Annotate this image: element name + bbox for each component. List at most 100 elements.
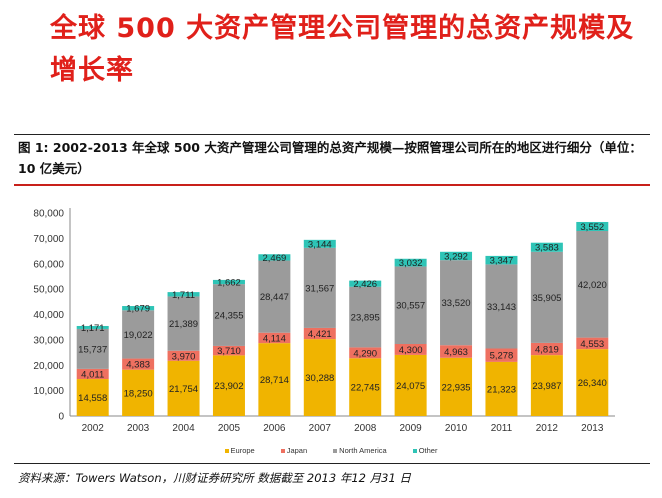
legend-item: Other <box>412 446 437 455</box>
stacked-bar-chart: 0 10,000 20,000 30,000 40,000 50,000 60,000 70,… <box>33 208 615 434</box>
bar-europe <box>440 357 473 416</box>
y-tick-label: 30,000 <box>33 335 64 346</box>
legend-label: Europe <box>230 446 255 455</box>
data-label: 22,745 <box>351 383 380 394</box>
x-tick-label: 2003 <box>127 423 150 434</box>
data-label: 4,421 <box>308 329 332 340</box>
bar-europe <box>212 355 245 416</box>
bar-japan <box>576 337 609 350</box>
data-label: 3,583 <box>535 243 559 254</box>
bar-other <box>394 258 427 267</box>
bar-europe <box>167 360 200 416</box>
bar-europe <box>530 355 563 416</box>
bar-japan <box>167 350 200 361</box>
data-label: 15,737 <box>78 344 107 355</box>
data-label: 4,300 <box>399 345 423 356</box>
data-label: 42,020 <box>578 280 607 291</box>
bar-japan <box>349 347 382 359</box>
data-label: 24,075 <box>396 381 425 392</box>
bar-north-america <box>258 260 291 333</box>
x-tick-label: 2010 <box>445 423 468 434</box>
data-label: 5,278 <box>490 351 514 362</box>
bar-other <box>122 306 155 311</box>
data-label: 33,143 <box>487 302 516 313</box>
data-label: 28,714 <box>260 375 289 386</box>
bar-europe <box>349 358 382 416</box>
x-tick-label: 2012 <box>536 423 559 434</box>
data-label: 2,469 <box>262 253 286 264</box>
data-label: 4,819 <box>535 345 559 356</box>
legend-label: North America <box>339 446 387 455</box>
data-label: 30,557 <box>396 301 425 312</box>
data-label: 1,662 <box>217 278 241 289</box>
x-tick-label: 2007 <box>309 423 332 434</box>
data-label: 3,710 <box>217 346 241 357</box>
data-label: 4,963 <box>444 347 468 358</box>
bar-japan <box>394 343 427 355</box>
y-tick-label: 70,000 <box>33 234 64 245</box>
legend-swatch <box>333 449 338 454</box>
bar-europe <box>258 343 291 416</box>
bar-other <box>530 242 563 252</box>
legend-swatch <box>412 449 417 454</box>
legend-swatch <box>224 449 229 454</box>
bar-japan <box>122 358 155 370</box>
data-label: 4,553 <box>580 339 604 350</box>
data-label: 33,520 <box>442 298 471 309</box>
legend-item: Japan <box>280 446 308 455</box>
bar-japan <box>485 348 518 362</box>
data-label: 1,171 <box>81 323 105 334</box>
bar-north-america <box>349 286 382 348</box>
legend-label: Japan <box>286 446 308 455</box>
data-label: 3,970 <box>172 351 196 362</box>
data-label: 3,032 <box>399 258 423 269</box>
data-label: 4,114 <box>263 333 286 344</box>
data-label: 1,679 <box>126 304 150 315</box>
bar-europe <box>303 339 336 416</box>
y-tick-label: 40,000 <box>33 310 64 321</box>
data-label: 24,355 <box>214 311 243 322</box>
legend: Europe Japan North America Other <box>0 446 662 455</box>
data-label: 35,905 <box>532 293 561 304</box>
data-label: 4,011 <box>81 369 104 380</box>
data-label: 4,290 <box>353 348 377 359</box>
data-label: 18,250 <box>124 388 153 399</box>
legend-item: North America <box>333 446 387 455</box>
bar-other <box>212 279 245 285</box>
data-label: 21,754 <box>169 384 198 395</box>
data-label: 2,426 <box>353 279 377 290</box>
data-label: 21,389 <box>169 319 198 330</box>
bar-japan <box>258 332 291 344</box>
bar-other <box>485 255 518 265</box>
bar-other <box>576 221 609 231</box>
x-tick-label: 2002 <box>82 423 105 434</box>
bar-north-america <box>212 284 245 346</box>
bar-other <box>349 280 382 287</box>
bar-other <box>258 254 291 261</box>
data-label: 28,447 <box>260 292 289 303</box>
data-label: 3,144 <box>308 239 332 250</box>
bar-japan <box>440 345 473 358</box>
divider <box>14 184 650 186</box>
bar-europe <box>76 379 109 416</box>
bar-north-america <box>167 296 200 351</box>
bar-europe <box>576 349 609 416</box>
data-label: 3,292 <box>444 251 468 262</box>
y-tick-label: 20,000 <box>33 361 64 372</box>
bar-north-america <box>485 264 518 349</box>
y-tick-label: 80,000 <box>33 209 64 220</box>
divider <box>14 463 650 464</box>
data-label: 23,895 <box>351 313 380 324</box>
bar-japan <box>212 345 245 356</box>
data-label: 3,347 <box>490 256 514 267</box>
x-tick-label: 2011 <box>491 423 513 434</box>
x-tick-label: 2004 <box>172 423 195 434</box>
y-tick-label: 60,000 <box>33 259 64 270</box>
data-label: 19,022 <box>124 330 153 341</box>
y-tick-label: 50,000 <box>33 285 64 296</box>
data-label: 21,323 <box>487 384 516 395</box>
y-tick-label: 0 <box>58 412 64 423</box>
bar-europe <box>485 361 518 416</box>
bar-japan <box>76 368 109 380</box>
y-tick-label: 10,000 <box>33 386 64 397</box>
